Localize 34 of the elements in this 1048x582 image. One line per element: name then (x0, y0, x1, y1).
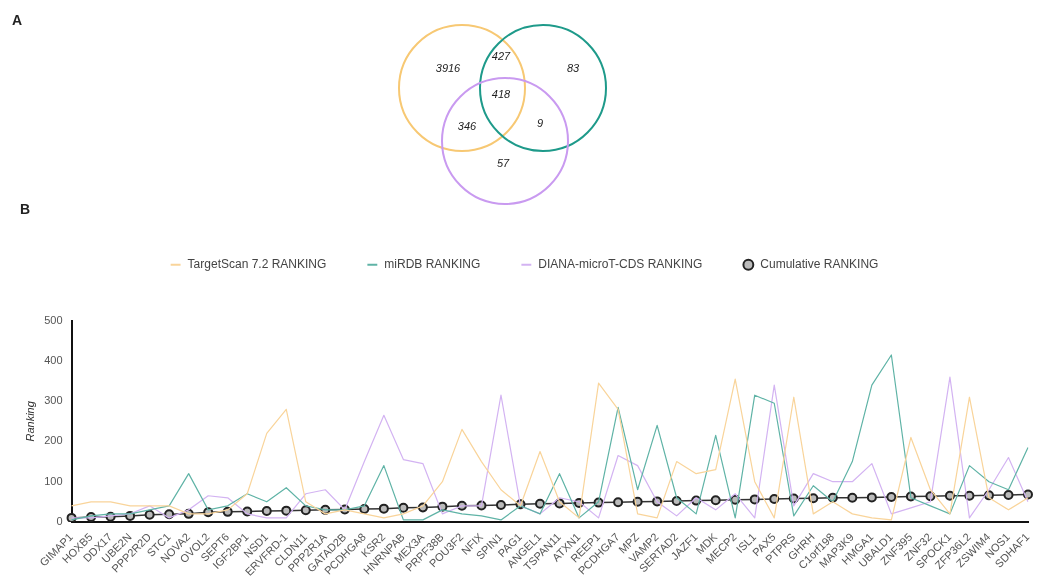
point (398, 502, 409, 513)
point (535, 498, 546, 509)
legend-label: DIANA-microT-CDS RANKING (538, 257, 703, 272)
chart-title: B (20, 201, 31, 218)
point (144, 509, 155, 520)
text: 3916 (435, 62, 462, 75)
y-tick-label: 400 (44, 354, 63, 367)
point (300, 505, 311, 516)
point (378, 503, 389, 514)
legend-label: TargetScan 7.2 RANKING (187, 257, 327, 272)
legend-label: Cumulative RANKING (760, 257, 879, 272)
point (613, 497, 624, 508)
text: A (12, 12, 23, 28)
point (495, 500, 506, 511)
y-tick-label: 500 (44, 313, 63, 326)
y-tick-label: 200 (44, 434, 63, 447)
point (1003, 489, 1014, 500)
y-tick-label: 0 (56, 514, 63, 527)
text: 427 (491, 50, 512, 63)
point (847, 492, 858, 503)
text: 418 (491, 88, 512, 101)
y-tick-label: 100 (44, 474, 63, 487)
text: 9 (536, 117, 544, 130)
legend-label: miRDB RANKING (384, 257, 481, 272)
point (710, 495, 721, 506)
point (281, 505, 292, 516)
point (866, 492, 877, 503)
y-axis-title: Ranking (23, 400, 36, 442)
text: 346 (457, 120, 478, 133)
text: 83 (566, 62, 580, 75)
text: 57 (496, 157, 510, 170)
y-tick-label: 300 (44, 394, 63, 407)
point (886, 491, 897, 502)
point (261, 506, 272, 517)
